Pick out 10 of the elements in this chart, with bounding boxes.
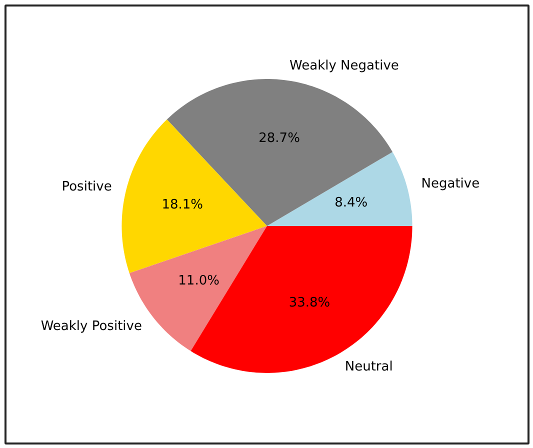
slice-label: Negative [421,176,480,192]
data-label: 8.4% [334,195,368,210]
slice-label: Positive [62,180,112,195]
data-label: 28.7% [258,131,300,146]
data-label: 18.1% [162,197,204,212]
data-label: 33.8% [288,295,330,310]
data-label: 11.0% [178,273,220,288]
slice-label: Weakly Negative [290,58,399,74]
slice-label: Neutral [344,360,393,375]
slice-label: Weakly Positive [40,319,142,334]
